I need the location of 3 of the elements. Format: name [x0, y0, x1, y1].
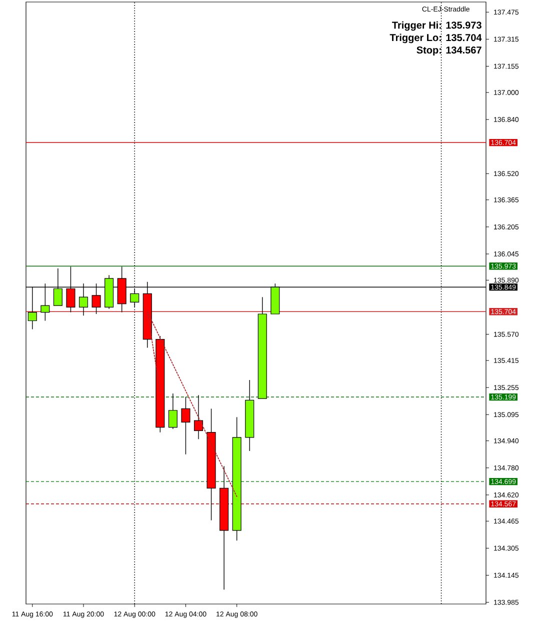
annotation: Trigger Hi: 135.973 — [392, 21, 482, 31]
annotation: Stop: 134.567 — [416, 46, 482, 56]
annotation: Trigger Lo: 135.704 — [390, 34, 482, 44]
